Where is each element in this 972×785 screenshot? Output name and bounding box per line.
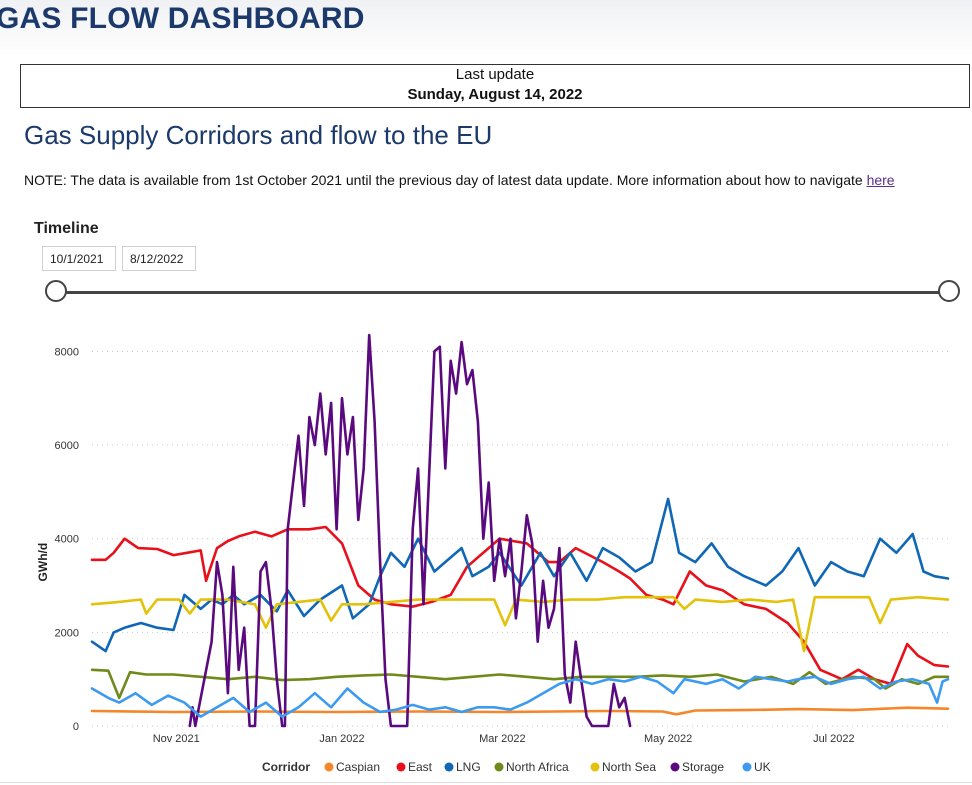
series-line-lng (90, 497, 950, 653)
series-line-north-sea (90, 595, 950, 653)
legend-marker-caspian[interactable] (324, 762, 334, 772)
x-tick-label: Nov 2021 (153, 733, 200, 745)
legend-label-caspian[interactable]: Caspian (336, 760, 380, 774)
legend-marker-lng[interactable] (444, 762, 454, 772)
legend-label-north-africa[interactable]: North Africa (506, 760, 569, 774)
legend-marker-uk[interactable] (742, 762, 752, 772)
note-text: NOTE: The data is available from 1st Oct… (24, 172, 867, 188)
legend-label-lng[interactable]: LNG (456, 760, 481, 774)
timeline-start-input[interactable] (42, 246, 116, 271)
y-tick-label: 6000 (55, 440, 79, 452)
series-line-north-africa (90, 668, 950, 700)
legend-label-uk[interactable]: UK (754, 760, 771, 774)
series-line-east (90, 525, 950, 686)
y-tick-label: 4000 (55, 534, 79, 546)
timeline-end-input[interactable] (122, 246, 196, 271)
series-line-uk (90, 675, 950, 718)
timeline-slider-track[interactable] (56, 291, 950, 294)
y-tick-label: 2000 (55, 627, 79, 639)
series-line-caspian (90, 706, 950, 716)
here-link[interactable]: here (866, 172, 895, 188)
gas-flow-chart: 0 2000 4000 6000 8000 GWh/d Nov 2021 Jan 2022… (36, 333, 950, 774)
timeline-start-handle[interactable] (45, 280, 67, 302)
legend-marker-storage[interactable] (670, 762, 680, 772)
y-tick-label: 0 (73, 721, 79, 733)
legend-label-east[interactable]: East (408, 760, 433, 774)
x-tick-label: Mar 2022 (479, 733, 525, 745)
x-tick-label: Jan 2022 (319, 733, 364, 745)
legend-marker-north-africa[interactable] (494, 762, 504, 772)
x-tick-label: May 2022 (644, 733, 692, 745)
last-update-date: Sunday, August 14, 2022 (407, 86, 583, 103)
data-note: NOTE: The data is available from 1st Oct… (24, 172, 895, 188)
y-tick-label: 8000 (55, 346, 79, 358)
legend-label-storage[interactable]: Storage (682, 760, 724, 774)
last-update-label: Last update (455, 66, 535, 83)
y-axis: 0 2000 4000 6000 8000 (55, 346, 79, 733)
legend-marker-east[interactable] (396, 762, 406, 772)
timeline-end-handle[interactable] (938, 280, 960, 302)
x-tick-label: Jul 2022 (813, 733, 855, 745)
timeline-label: Timeline (34, 220, 99, 237)
series-line-storage (188, 333, 632, 728)
y-axis-label: GWh/d (36, 543, 50, 582)
series-lines (90, 333, 950, 728)
legend-title: Corridor (262, 760, 310, 774)
legend-label-north-sea[interactable]: North Sea (602, 760, 656, 774)
bottom-divider (0, 782, 972, 783)
dashboard-title: GAS FLOW DASHBOARD (0, 2, 365, 35)
legend-marker-north-sea[interactable] (590, 762, 600, 772)
x-axis: Nov 2021 Jan 2022 Mar 2022 May 2022 Jul 2022 (153, 733, 855, 745)
legend[interactable]: Corridor Caspian East LNG North Africa North … (262, 760, 771, 774)
last-update-box: Last update Sunday, August 14, 2022 (20, 64, 970, 108)
title-band (0, 0, 972, 56)
section-title: Gas Supply Corridors and flow to the EU (24, 120, 493, 150)
